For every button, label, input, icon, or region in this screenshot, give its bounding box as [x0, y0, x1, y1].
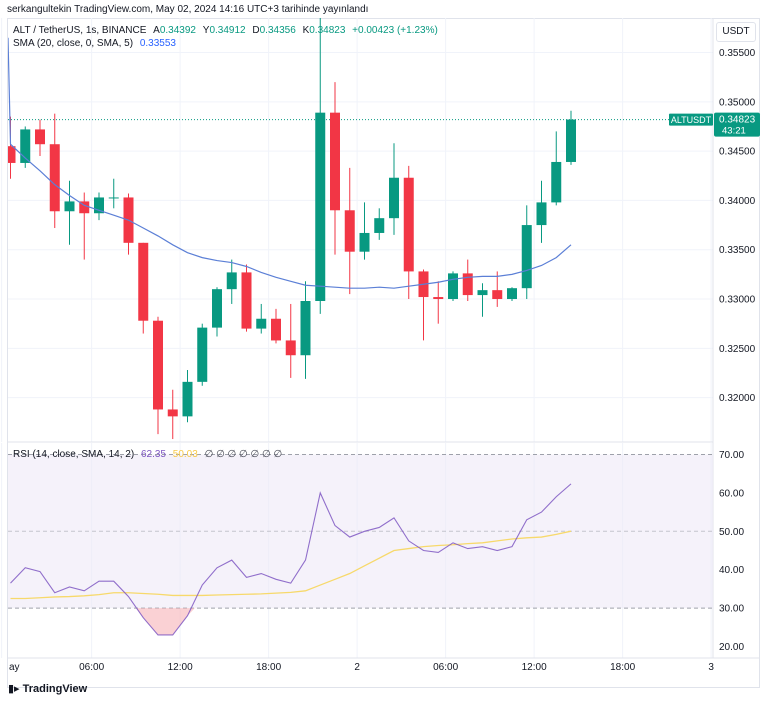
- symbol-legend: ALT / TetherUS, 1s, BINANCE A0.34392 Y0.…: [13, 25, 438, 36]
- candle-up[interactable]: [536, 202, 547, 226]
- candle-down[interactable]: [403, 177, 414, 272]
- candle-down[interactable]: [271, 318, 281, 341]
- open-value: 0.34392: [159, 25, 196, 36]
- candle-up[interactable]: [477, 290, 488, 296]
- rsi-legend: RSI (14, close, SMA, 14, 2) 62.35 50.03 …: [13, 449, 282, 460]
- sma-value: 0.33553: [139, 38, 176, 49]
- price-tick-label: 0.32000: [719, 393, 756, 404]
- time-tick-label: 12:00: [522, 662, 547, 673]
- candle-down[interactable]: [330, 112, 340, 211]
- time-tick-label: 06:00: [433, 662, 458, 673]
- rsi-tick-label: 70.00: [719, 450, 744, 461]
- rsi-line: [10, 483, 572, 636]
- candle-up[interactable]: [256, 318, 267, 329]
- high-label: Y: [202, 25, 210, 36]
- price-tick-label: 0.32500: [719, 344, 756, 355]
- chart-frame: [7, 18, 760, 688]
- symbol-price-tag-label: ALTUSDT: [671, 115, 712, 125]
- time-tick-label: 18:00: [256, 662, 281, 673]
- candle-up[interactable]: [197, 327, 208, 382]
- rsi-tick-label: 50.00: [719, 527, 744, 538]
- candle-down[interactable]: [153, 320, 163, 410]
- tradingview-logo-icon: ▮▸: [8, 683, 20, 695]
- high-value: 0.34912: [209, 25, 246, 36]
- candle-up[interactable]: [64, 201, 75, 212]
- price-tick-label: 0.35500: [719, 48, 756, 59]
- rsi-sma-line: [10, 530, 572, 600]
- price-tick-label: 0.34500: [719, 147, 756, 158]
- sma-line: [8, 37, 572, 289]
- candles-group: [6, 18, 576, 440]
- rsi-tick-label: 20.00: [719, 642, 744, 653]
- rsi-tick-label: 60.00: [719, 488, 744, 499]
- candle-countdown: 43:21: [722, 126, 746, 137]
- candle-down[interactable]: [6, 146, 16, 163]
- tradingview-logo-text: TradingView: [22, 683, 88, 695]
- rsi-tick-label: 30.00: [719, 604, 744, 615]
- open-label: A: [153, 25, 160, 36]
- time-tick-label: ay: [9, 662, 20, 673]
- rsi-tick-label: 40.00: [719, 565, 744, 576]
- price-tick-label: 0.33500: [719, 245, 756, 256]
- symbol-title[interactable]: ALT / TetherUS, 1s, BINANCE: [13, 25, 147, 36]
- candle-up[interactable]: [300, 300, 311, 356]
- close-label: K: [302, 25, 310, 36]
- candle-up[interactable]: [448, 273, 458, 300]
- candle-down[interactable]: [344, 210, 355, 252]
- candle-up[interactable]: [374, 218, 385, 233]
- candle-up[interactable]: [94, 197, 104, 214]
- candle-up[interactable]: [551, 161, 562, 203]
- candle-up[interactable]: [182, 381, 193, 417]
- candle-down[interactable]: [462, 273, 473, 296]
- candle-down[interactable]: [138, 242, 149, 321]
- rsi-value: 62.35: [140, 449, 166, 460]
- sma-label[interactable]: SMA (20, close, 0, SMA, 5): [13, 38, 134, 49]
- low-label: D: [252, 25, 260, 36]
- candle-down[interactable]: [492, 290, 503, 300]
- low-value: 0.34356: [259, 25, 296, 36]
- rsi-oversold-fill: [135, 608, 195, 635]
- publication-attribution: serkangultekin TradingView.com, May 02, …: [7, 4, 369, 15]
- last-price-value: 0.34823: [719, 115, 756, 126]
- candle-up[interactable]: [389, 177, 399, 219]
- candle-down[interactable]: [79, 201, 90, 214]
- price-tick-label: 0.34000: [719, 196, 756, 207]
- rsi-sma-value: 50.03: [172, 449, 198, 460]
- symbol-price-tag: [669, 113, 713, 126]
- currency-button[interactable]: USDT: [716, 22, 756, 42]
- close-value: 0.34823: [309, 25, 346, 36]
- candle-up[interactable]: [212, 289, 222, 328]
- candle-down[interactable]: [285, 340, 296, 356]
- candle-up[interactable]: [108, 197, 119, 199]
- time-tick-label: 2: [354, 662, 360, 673]
- last-price-tag: [714, 112, 760, 137]
- candle-up[interactable]: [566, 119, 576, 162]
- candle-up[interactable]: [507, 288, 517, 300]
- time-tick-label: 18:00: [610, 662, 635, 673]
- sma-legend: SMA (20, close, 0, SMA, 5) 0.33553: [13, 38, 176, 49]
- time-tick-label: 06:00: [79, 662, 104, 673]
- candle-up[interactable]: [20, 129, 31, 163]
- change-value: +0.00423 (+1.23%): [352, 25, 438, 36]
- candle-down[interactable]: [35, 129, 45, 145]
- candle-up[interactable]: [315, 112, 326, 301]
- time-tick-label: 12:00: [168, 662, 193, 673]
- candle-up[interactable]: [521, 225, 532, 289]
- candle-down[interactable]: [241, 272, 252, 329]
- candle-down[interactable]: [49, 144, 60, 212]
- candle-up[interactable]: [359, 232, 370, 252]
- rsi-extra-values: ∅ ∅ ∅ ∅ ∅ ∅ ∅: [204, 449, 283, 460]
- candle-down[interactable]: [167, 409, 178, 417]
- candle-up[interactable]: [226, 272, 237, 290]
- price-tick-label: 0.35000: [719, 97, 756, 108]
- tradingview-logo: ▮▸ TradingView: [8, 682, 87, 695]
- rsi-label[interactable]: RSI (14, close, SMA, 14, 2): [13, 449, 135, 460]
- candle-down[interactable]: [433, 297, 444, 300]
- price-tick-label: 0.33000: [719, 295, 756, 306]
- time-tick-label: 3: [708, 662, 714, 673]
